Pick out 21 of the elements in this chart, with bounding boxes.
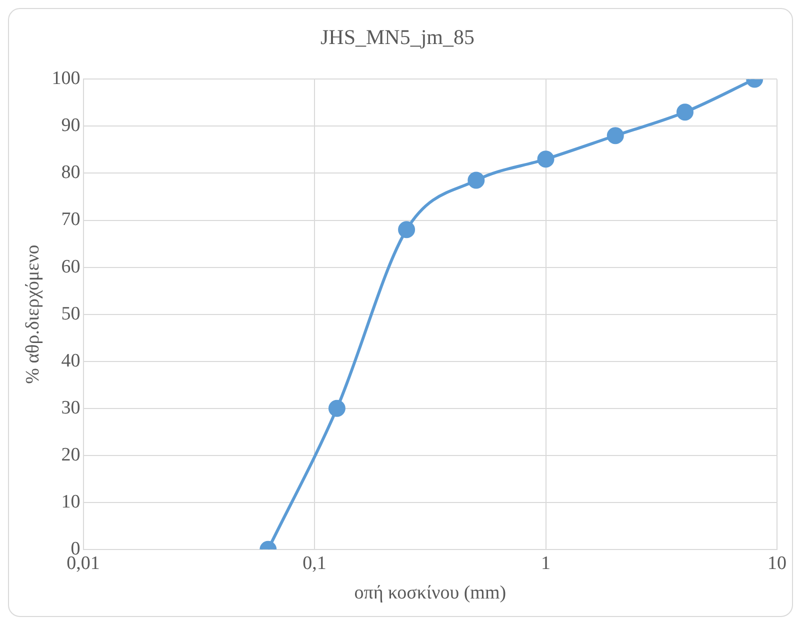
y-tick-label: 90: [61, 115, 80, 136]
point: [676, 104, 694, 121]
y-tick-label: 70: [61, 209, 80, 230]
x-tick-label: 10: [768, 552, 786, 574]
y-tick-label: 100: [52, 68, 80, 90]
y-tick-label: 50: [61, 303, 80, 324]
x-tick-label: 1: [541, 552, 551, 574]
x-tick-label: 0,1: [302, 552, 326, 574]
point: [606, 127, 624, 144]
y-tick-label: 40: [61, 350, 80, 372]
y-tick-label: 60: [61, 256, 80, 278]
point: [398, 221, 416, 238]
y-axis-title: % αθρ.διερχόμενο: [22, 244, 44, 384]
x-axis-title: οπή κοσκίνου (mm): [354, 582, 506, 604]
y-tick-label: 20: [61, 444, 80, 466]
point: [468, 172, 485, 189]
y-tick-label: 30: [61, 397, 80, 418]
chart-title: JHS_MN5_jm_85: [320, 25, 475, 50]
y-tick-label: 80: [61, 162, 80, 184]
y-tick-label: 10: [61, 491, 80, 512]
point: [537, 150, 554, 168]
